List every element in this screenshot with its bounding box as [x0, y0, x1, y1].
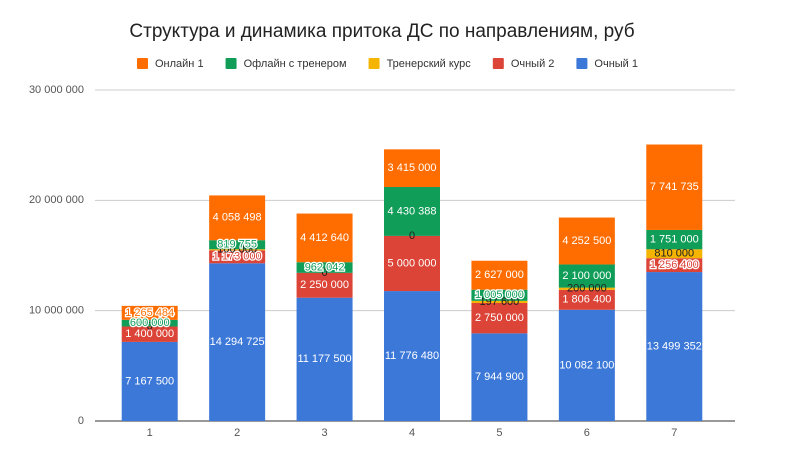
data-label: 0 [147, 320, 153, 332]
bar-segment [558, 309, 615, 421]
y-tick-label: 0 [78, 415, 84, 427]
data-label: 819 755 [217, 239, 257, 251]
data-label: 1 265 484 [125, 307, 174, 319]
data-label: 10 082 100 [559, 359, 614, 371]
bar-segment [296, 272, 353, 298]
y-tick-label: 10 000 000 [29, 305, 84, 317]
bar-segment [558, 217, 615, 265]
bar-segment [558, 264, 615, 288]
data-label: 200 000 [567, 283, 607, 295]
data-label: 13 499 352 [647, 340, 702, 352]
data-label: 11 776 480 [385, 350, 439, 362]
bar-segment [646, 272, 703, 421]
data-label: 4 058 498 [213, 212, 262, 224]
x-tick-label: 2 [234, 427, 240, 439]
legend: Онлайн 1 Офлайн с тренером Тренерский курс… [137, 58, 638, 70]
bar-segment [384, 149, 440, 188]
legend-label: Очный 1 [594, 58, 638, 70]
legend-swatch [225, 58, 237, 69]
data-label: 2 750 000 [475, 312, 524, 324]
bar-segment [384, 291, 440, 421]
bar-segment [121, 305, 178, 320]
legend-swatch [137, 58, 148, 69]
legend-swatch [368, 58, 380, 69]
bar-segment [209, 249, 266, 251]
legend-label: Тренерский курс [387, 58, 472, 70]
data-label: 1 806 400 [562, 294, 611, 306]
data-label: 0 [322, 267, 328, 279]
legend-label: Очный 2 [511, 58, 555, 70]
y-tick-label: 20 000 000 [29, 194, 84, 206]
bar-segment [121, 319, 178, 327]
bar-segment [646, 229, 703, 250]
data-label: 3 415 000 [388, 162, 437, 174]
bar-segment [558, 287, 615, 290]
legend-swatch [492, 58, 504, 69]
data-label: 7 167 500 [125, 375, 174, 387]
data-label: 2 627 000 [475, 269, 524, 281]
bar-segment [209, 250, 266, 264]
chart-title: Структура и динамика притока ДС по напра… [129, 21, 634, 42]
bar-segment [471, 333, 528, 421]
bar-segment [384, 187, 440, 236]
legend-label: Офлайн с тренером [244, 58, 347, 70]
x-tick-label: 4 [409, 427, 415, 439]
bar-segment [296, 297, 353, 421]
data-label: 1 751 000 [650, 234, 699, 246]
data-label: 0 [409, 230, 415, 242]
bar-segment [558, 289, 615, 310]
data-label: 2 100 000 [562, 270, 611, 282]
bar-segment [646, 258, 703, 273]
data-label: 100 000 [217, 244, 257, 256]
bar-segment [209, 195, 266, 241]
data-label: 4 412 640 [300, 232, 349, 244]
x-tick-label: 3 [322, 427, 328, 439]
bar-segment [471, 302, 528, 334]
data-label: 600 000 [130, 317, 170, 329]
bar-segment [296, 213, 353, 263]
data-label: 4 430 388 [388, 205, 437, 217]
x-tick-label: 7 [671, 427, 677, 439]
data-label: 1 173 000 [213, 251, 262, 263]
data-label: 2 250 000 [300, 279, 349, 291]
data-label: 7 741 735 [650, 181, 699, 193]
bar-segment [121, 341, 178, 421]
bar-segment [471, 260, 528, 290]
data-label: 810 000 [654, 248, 694, 260]
data-label: 962 042 [305, 261, 345, 273]
y-tick-label: 30 000 000 [29, 84, 84, 96]
bar-segment [121, 326, 178, 342]
x-tick-label: 5 [496, 427, 502, 439]
data-label: 5 000 000 [388, 257, 437, 269]
bar-segment [384, 235, 440, 292]
bar-segment [646, 144, 703, 230]
data-label: 1 256 400 [650, 259, 699, 271]
bar-segment [209, 240, 266, 250]
data-label: 11 177 500 [297, 353, 351, 365]
legend-swatch [576, 58, 588, 69]
data-label: 1 005 000 [475, 289, 524, 301]
bar-segment [646, 249, 703, 259]
data-label: 197 600 [480, 296, 520, 308]
bar-segment [296, 262, 353, 273]
bar-segment [471, 300, 528, 303]
bar-segment [471, 289, 528, 301]
bar-segment [209, 263, 266, 421]
data-label: 4 252 500 [562, 235, 611, 247]
data-label: 14 294 725 [210, 336, 265, 348]
data-label: 7 944 900 [475, 371, 524, 383]
legend-label: Онлайн 1 [155, 58, 204, 70]
data-label: 1 400 000 [125, 328, 174, 340]
x-tick-label: 6 [584, 427, 590, 439]
x-tick-label: 1 [147, 427, 153, 439]
